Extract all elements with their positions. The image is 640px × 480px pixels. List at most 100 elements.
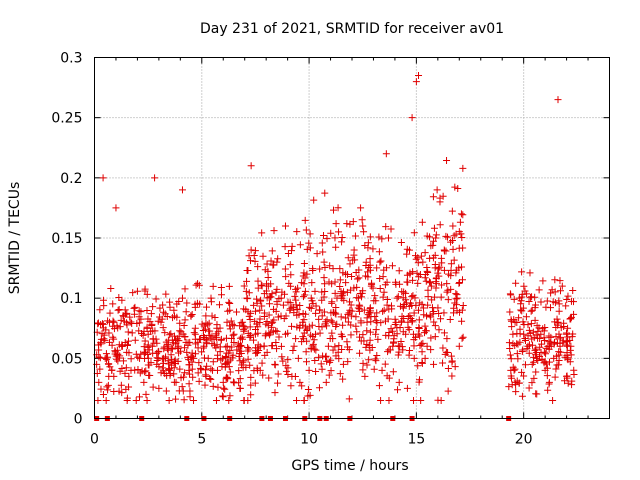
data-point	[121, 369, 129, 377]
data-point	[556, 277, 564, 285]
data-point	[434, 269, 442, 277]
data-point	[300, 259, 308, 267]
data-point	[181, 316, 189, 324]
data-point	[251, 379, 259, 387]
data-point	[457, 210, 465, 218]
data-point	[181, 369, 189, 377]
data-point	[336, 283, 344, 291]
data-point	[141, 337, 149, 345]
data-point	[451, 183, 459, 191]
data-point	[417, 252, 425, 260]
data-point	[96, 354, 104, 362]
data-point	[458, 233, 466, 241]
data-point	[177, 347, 185, 355]
data-point	[418, 359, 426, 367]
data-point	[147, 327, 155, 335]
data-point	[387, 325, 395, 333]
data-point	[415, 306, 423, 314]
data-point	[281, 243, 289, 251]
data-point	[511, 342, 519, 350]
data-point	[379, 307, 387, 315]
data-point	[542, 344, 550, 352]
data-point	[551, 373, 559, 381]
data-point	[447, 352, 455, 360]
data-point	[164, 357, 172, 365]
data-point	[377, 257, 385, 265]
data-point	[547, 333, 555, 341]
data-point	[556, 335, 564, 343]
data-point	[287, 271, 295, 279]
data-point	[213, 366, 221, 374]
data-point	[346, 220, 354, 228]
data-point	[387, 302, 395, 310]
data-point	[331, 234, 339, 242]
data-points	[93, 72, 578, 421]
data-point	[355, 333, 363, 341]
data-point	[135, 313, 143, 321]
data-point	[345, 346, 353, 354]
data-point	[261, 309, 269, 317]
data-point	[322, 352, 330, 360]
data-point	[339, 375, 347, 383]
data-point	[347, 301, 355, 309]
data-point	[235, 342, 243, 350]
data-point	[378, 366, 386, 374]
data-point	[101, 336, 109, 344]
data-point	[318, 323, 326, 331]
data-point	[99, 391, 107, 399]
data-point	[396, 280, 404, 288]
data-point	[318, 312, 326, 320]
data-point	[451, 299, 459, 307]
data-point	[202, 319, 210, 327]
data-point	[532, 351, 540, 359]
data-point	[200, 322, 208, 330]
x-tick-label: 20	[515, 432, 533, 448]
data-point	[563, 329, 571, 337]
data-point	[543, 364, 551, 372]
data-point	[268, 247, 276, 255]
data-point	[170, 364, 178, 372]
x-tick-label: 10	[300, 432, 318, 448]
data-point	[95, 341, 103, 349]
data-point	[313, 250, 321, 258]
data-point	[376, 258, 384, 266]
data-point	[126, 313, 134, 321]
data-point	[455, 279, 463, 287]
data-point	[357, 293, 365, 301]
data-point	[167, 330, 175, 338]
data-point	[107, 284, 115, 292]
y-tick-label: 0.3	[60, 51, 82, 67]
data-point	[247, 257, 255, 265]
data-point	[300, 269, 308, 277]
data-point	[437, 293, 445, 301]
data-point	[329, 265, 337, 273]
data-point	[105, 329, 113, 337]
data-point	[368, 343, 376, 351]
data-point	[264, 274, 272, 282]
data-point	[432, 278, 440, 286]
data-point	[444, 387, 452, 395]
data-point	[140, 349, 148, 357]
data-point	[288, 247, 296, 255]
data-point	[233, 308, 241, 316]
data-point	[300, 316, 308, 324]
data-point	[270, 305, 278, 313]
data-point	[455, 244, 463, 252]
data-point	[242, 287, 250, 295]
data-point	[123, 321, 131, 329]
data-point	[412, 255, 420, 263]
data-point	[383, 296, 391, 304]
data-point	[344, 358, 352, 366]
data-point	[134, 353, 142, 361]
data-point	[395, 348, 403, 356]
data-point	[371, 292, 379, 300]
data-point	[431, 322, 439, 330]
data-point	[410, 309, 418, 317]
data-point	[207, 375, 215, 383]
data-point	[280, 315, 288, 323]
data-point	[394, 342, 402, 350]
data-point	[353, 275, 361, 283]
data-point	[240, 396, 248, 404]
data-point	[293, 396, 301, 404]
data-point	[176, 319, 184, 327]
